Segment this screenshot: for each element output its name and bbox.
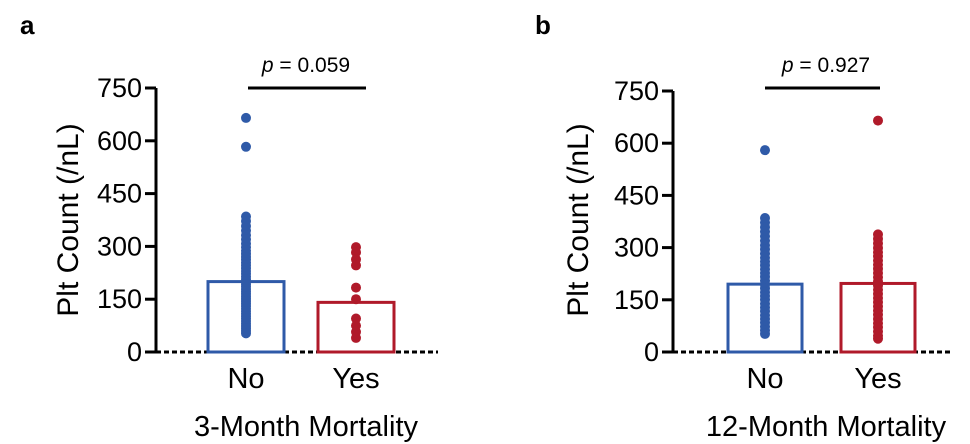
y-axis-title: Plt Count (/nL): [52, 123, 85, 316]
chart-marks: 0 150 300 450 600 750 No Yes: [97, 73, 438, 395]
data-point: [760, 145, 770, 156]
data-point: [351, 294, 361, 305]
p-value-number: = 0.059: [274, 54, 350, 77]
x-axis-title: 12-Month Mortality: [706, 411, 947, 443]
data-point: [241, 328, 251, 339]
x-tick-label-no: No: [227, 363, 264, 395]
y-tick-label: 450: [97, 179, 142, 209]
p-value-symbol: p: [261, 54, 274, 77]
data-point: [760, 328, 770, 339]
y-tick-label: 0: [644, 337, 659, 367]
panel-b: b Plt Count (/nL) 12-Month Mortality p =…: [535, 10, 952, 443]
y-tick-label: 300: [614, 233, 659, 263]
p-value-number: = 0.927: [794, 54, 870, 77]
x-tick-label-yes: Yes: [332, 363, 379, 395]
y-tick-label: 300: [97, 231, 142, 261]
data-point: [351, 247, 361, 258]
y-tick-label: 750: [97, 73, 142, 103]
p-value-label: p = 0.059: [261, 54, 350, 77]
y-tick-label: 0: [127, 337, 142, 367]
data-point: [241, 141, 251, 152]
y-tick-label: 750: [614, 76, 659, 106]
data-point: [873, 115, 883, 126]
data-point: [351, 313, 361, 324]
data-point: [351, 332, 361, 343]
y-tick-label: 600: [97, 126, 142, 156]
y-tick-label: 450: [614, 180, 659, 210]
x-tick-label-yes: Yes: [854, 363, 901, 395]
panel-letter-b: b: [535, 10, 551, 40]
x-axis-title: 3-Month Mortality: [194, 411, 419, 443]
data-point: [351, 260, 361, 271]
p-value-symbol: p: [781, 54, 794, 77]
y-tick-label: 600: [614, 128, 659, 158]
y-axis-title: Plt Count (/nL): [562, 123, 595, 316]
p-value-label: p = 0.927: [781, 54, 870, 77]
panel-a: a Plt Count (/nL) 3-Month Mortality p = …: [20, 10, 438, 443]
y-tick-label: 150: [614, 285, 659, 315]
y-tick-label: 150: [97, 284, 142, 314]
x-tick-label-no: No: [746, 363, 783, 395]
data-point: [873, 333, 883, 344]
chart-marks: 0 150 300 450 600 750 No Yes: [614, 76, 952, 395]
panel-letter-a: a: [20, 10, 35, 40]
data-point: [351, 282, 361, 293]
data-point: [241, 112, 251, 123]
